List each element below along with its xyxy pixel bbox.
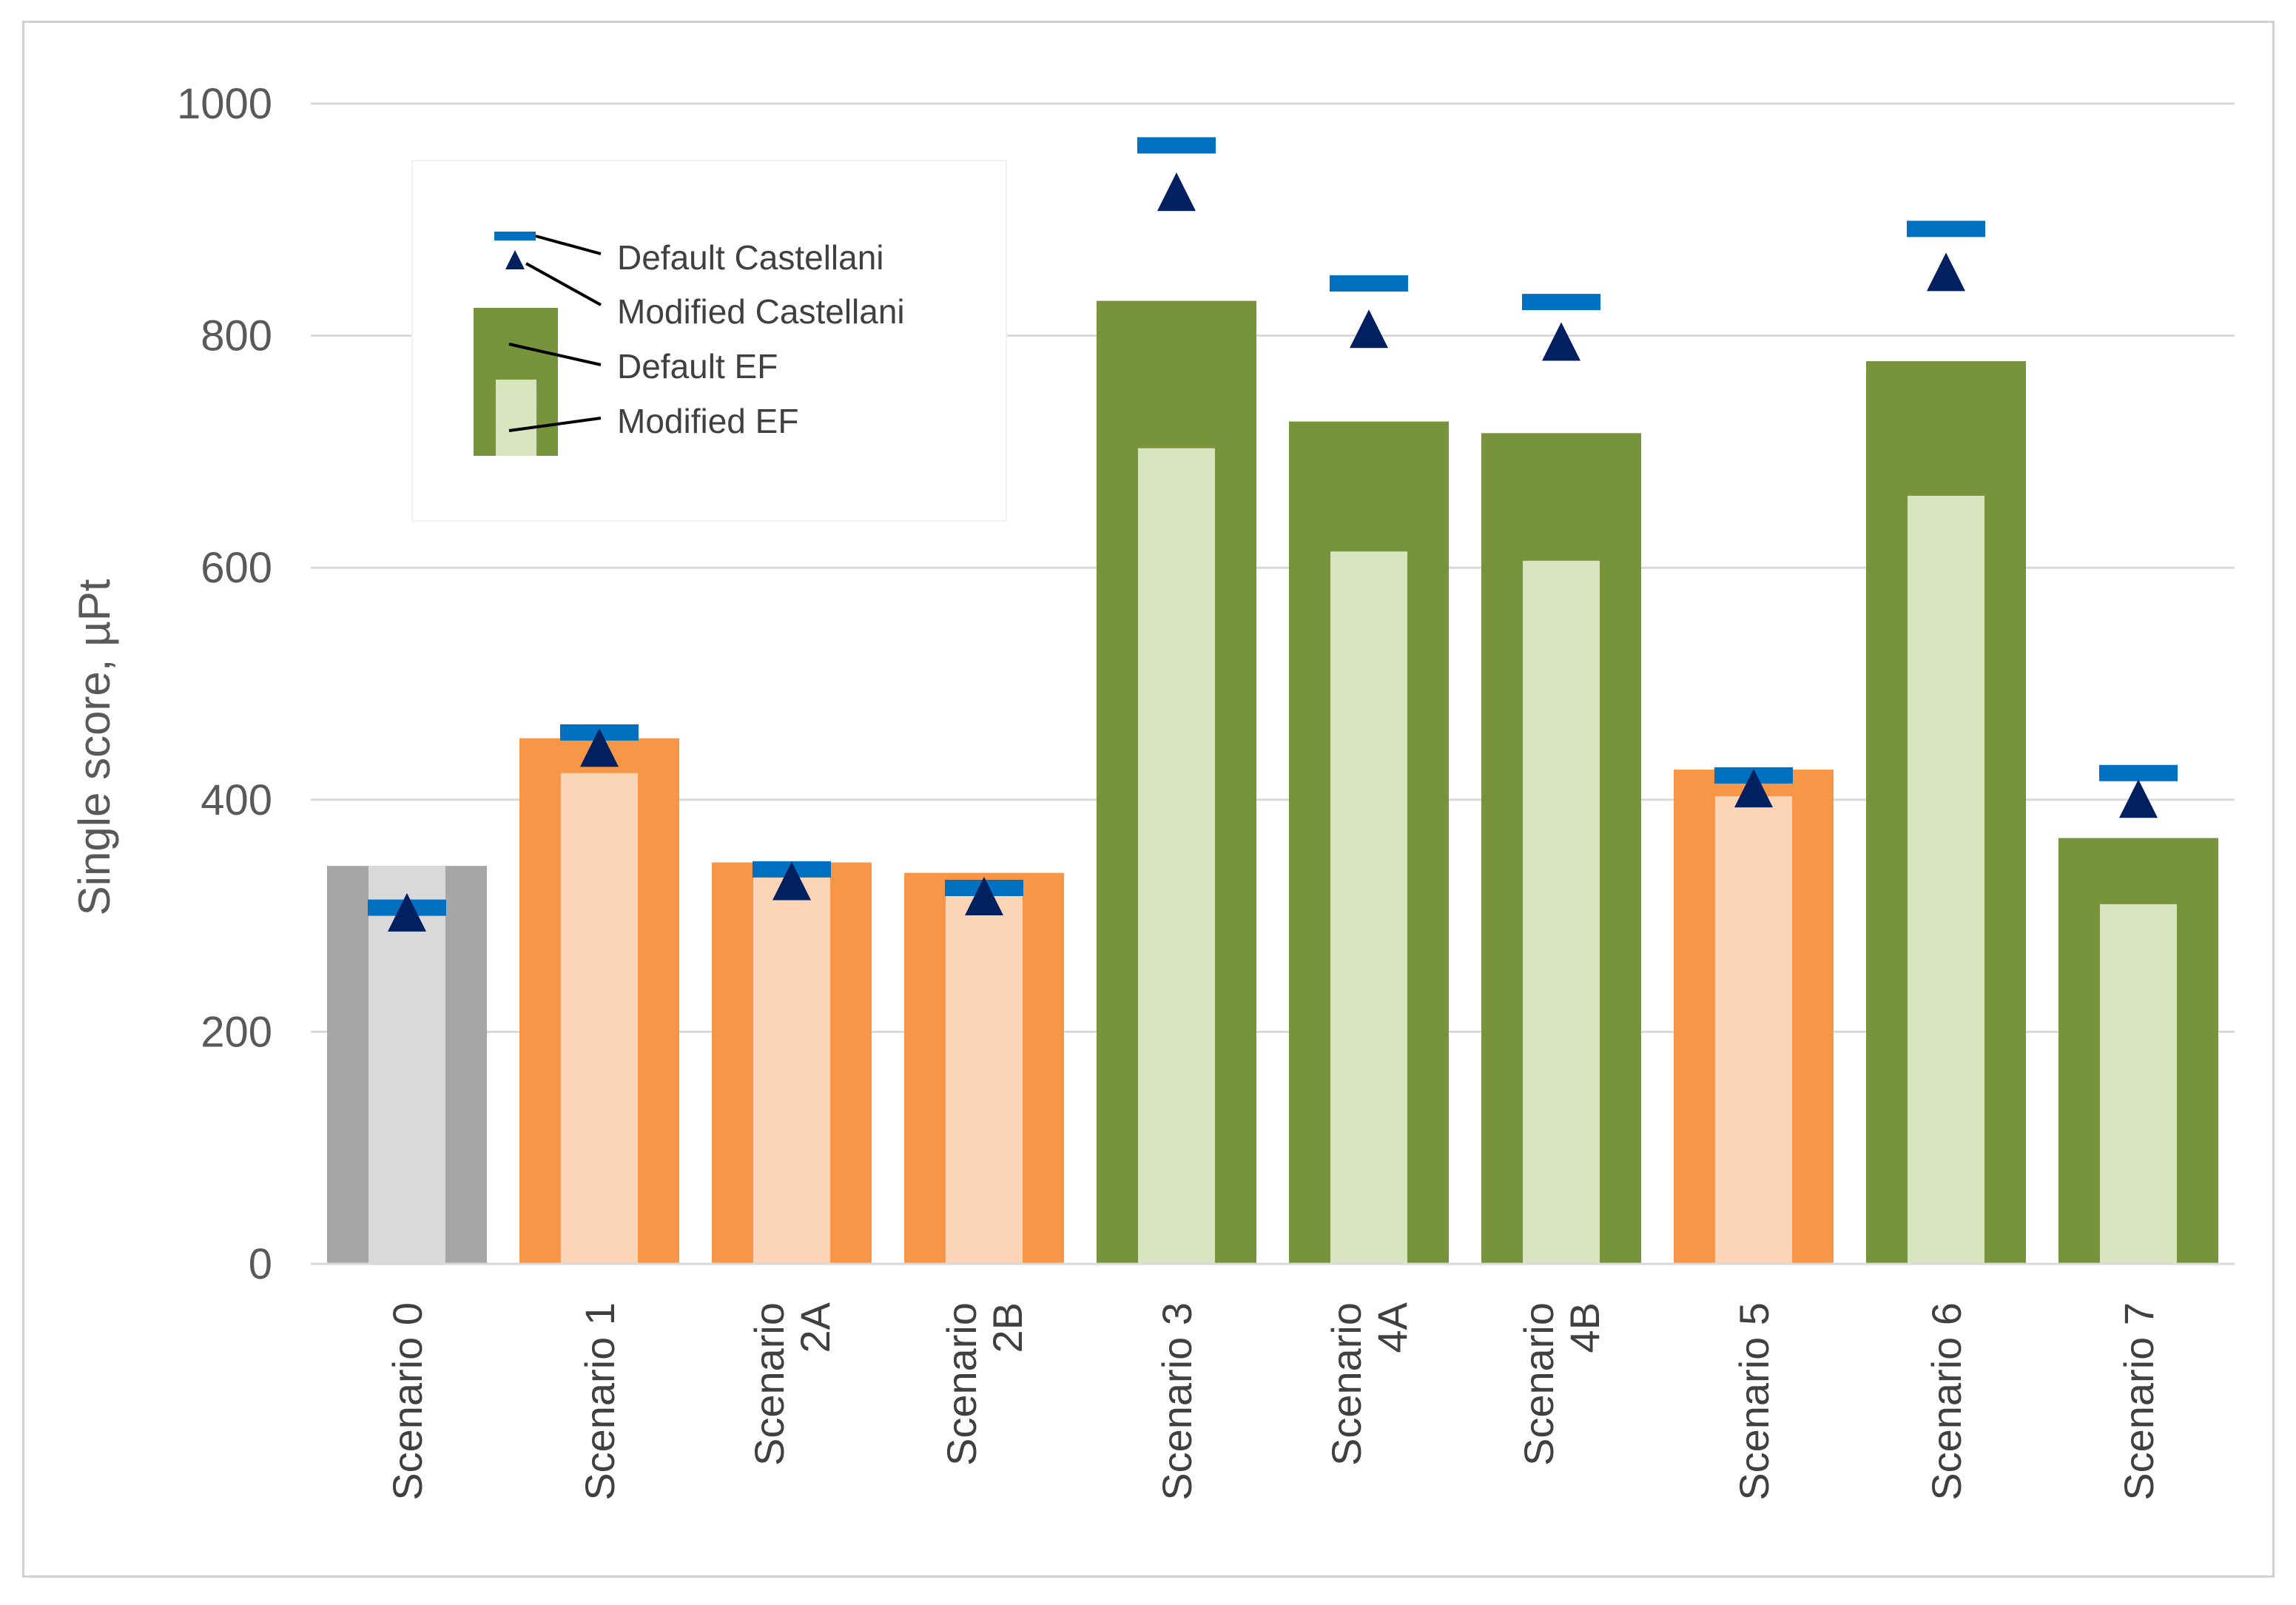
x-tick-label: Scenario 0 [384, 1302, 431, 1501]
y-tick-label: 200 [201, 1008, 272, 1056]
x-tick-label-line: Scenario [1323, 1302, 1370, 1466]
bar-modified-ef [1330, 551, 1407, 1264]
x-axis-labels: Scenario 0 Scenario 1 Scenario 2A Scenario 2B… [384, 1302, 2162, 1500]
x-tick-label: Scenario 6 [1923, 1302, 1970, 1501]
marker-modified-castellani [2119, 779, 2158, 818]
bar-modified-ef [2100, 904, 2177, 1264]
x-tick-label-line: 4A [1369, 1302, 1415, 1353]
legend-modified-castellani-swatch [505, 250, 525, 269]
bar-modified-ef [1138, 448, 1215, 1264]
y-axis-title: Single score, µPt [70, 579, 119, 915]
x-tick-label-line: Scenario [746, 1302, 792, 1466]
bar-modified-ef [946, 887, 1023, 1264]
bar-modified-ef [753, 876, 830, 1264]
marker-modified-castellani [965, 876, 1003, 915]
x-tick-label: Scenario 3 [1154, 1302, 1200, 1501]
marker-default-castellani [1907, 221, 1985, 238]
marker-default-castellani [1330, 275, 1408, 292]
markers [368, 137, 2178, 932]
bars [327, 300, 2218, 1265]
bar-modified-ef [1908, 495, 1984, 1264]
x-tick-label: Scenario 4B [1515, 1302, 1608, 1466]
legend-label-default-castellani: Default Castellani [617, 238, 884, 277]
x-tick-label-line: 4B [1561, 1302, 1608, 1353]
y-tick-label: 800 [201, 312, 272, 360]
legend-leader-line [525, 262, 602, 306]
marker-modified-castellani [388, 892, 426, 932]
x-tick-label-line: Scenario 0 [384, 1302, 431, 1501]
x-tick-label: Scenario 1 [576, 1302, 623, 1501]
y-axis-ticks: 0 200 400 600 800 1000 [177, 80, 272, 1288]
x-tick-label-line: Scenario 7 [2115, 1302, 2162, 1501]
x-tick-label-line: Scenario 3 [1154, 1302, 1200, 1501]
legend-leader-line [535, 235, 602, 255]
legend-modified-ef-swatch [496, 380, 536, 456]
x-tick-label: Scenario 2B [938, 1302, 1031, 1466]
bar-modified-ef [1715, 796, 1792, 1264]
marker-modified-castellani [1542, 322, 1580, 361]
bar-modified-ef [561, 773, 638, 1264]
y-tick-label: 1000 [177, 80, 272, 128]
x-tick-label-line: Scenario 6 [1923, 1302, 1970, 1501]
marker-modified-castellani [1734, 769, 1773, 808]
marker-default-castellani [1137, 137, 1216, 154]
marker-modified-castellani [580, 728, 619, 767]
legend-label-modified-castellani: Modified Castellani [617, 292, 905, 331]
x-tick-label: Scenario 2A [746, 1302, 838, 1466]
x-tick-label-line: Scenario 1 [576, 1302, 623, 1501]
legend-label-modified-ef: Modified EF [617, 402, 798, 440]
x-tick-label: Scenario 4A [1323, 1302, 1415, 1466]
marker-default-castellani [2099, 764, 2178, 781]
legend-leader-line [508, 417, 602, 432]
marker-modified-castellani [1927, 252, 1965, 292]
legend-label-default-ef: Default EF [617, 347, 778, 386]
x-tick-label-line: 2B [984, 1302, 1031, 1353]
x-tick-label-line: 2A [792, 1302, 838, 1353]
marker-modified-castellani [772, 861, 811, 901]
marker-default-castellani [1522, 294, 1600, 311]
y-tick-label: 600 [201, 544, 272, 592]
bar-modified-ef [368, 866, 445, 1264]
x-tick-label: Scenario 5 [1731, 1302, 1777, 1501]
y-tick-label: 400 [201, 776, 272, 824]
y-tick-label: 0 [249, 1240, 272, 1288]
x-tick-label-line: Scenario 5 [1731, 1302, 1777, 1501]
marker-modified-castellani [1157, 172, 1196, 212]
x-tick-label-line: Scenario [1515, 1302, 1562, 1466]
legend-leader-line [508, 343, 602, 366]
legend-default-castellani-swatch [494, 232, 536, 240]
bar-modified-ef [1523, 560, 1600, 1264]
x-tick-label: Scenario 7 [2115, 1302, 2162, 1501]
legend: Default Castellani Modified Castellani D… [411, 160, 1007, 522]
marker-modified-castellani [1350, 309, 1388, 349]
x-tick-label-line: Scenario [938, 1302, 985, 1466]
